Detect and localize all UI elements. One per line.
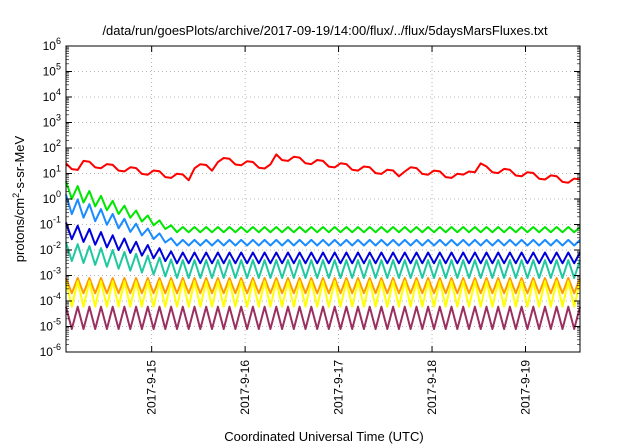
y-tick-label-base: 10 [43, 90, 57, 104]
y-tick-label-exponent: -4 [53, 291, 61, 301]
y-tick-label-exponent: 0 [56, 189, 61, 199]
y-tick-label: 106 [43, 36, 61, 53]
y-tick-label-exponent: 6 [56, 36, 61, 46]
y-tick-label-base: 10 [43, 141, 57, 155]
x-tick-label: 2017-9-17 [332, 360, 346, 415]
y-tick-label-exponent: 4 [56, 87, 61, 97]
y-tick-label-base: 10 [43, 116, 57, 130]
y-tick-label-base: 10 [40, 218, 54, 232]
y-tick-label: 10-2 [40, 240, 61, 257]
y-tick-label: 10-1 [40, 215, 61, 232]
x-tick-label: 2017-9-15 [145, 360, 159, 415]
y-tick-label-base: 10 [40, 320, 54, 334]
y-tick-label-base: 10 [43, 167, 57, 181]
x-axis: 2017-9-15 2017-9-16 2017-9-17 2017-9-18 2017… [145, 46, 532, 415]
y-axis-label-tail: -s-sr-MeV [12, 135, 27, 192]
y-tick-label-base: 10 [43, 65, 57, 79]
y-tick-label: 10-3 [40, 266, 61, 283]
chart-title: /data/run/goesPlots/archive/2017-09-19/1… [102, 23, 548, 38]
y-tick-label: 101 [43, 164, 61, 181]
y-tick-label: 10-5 [40, 317, 61, 334]
y-tick-label-base: 10 [40, 294, 54, 308]
y-tick-label: 10-6 [40, 342, 61, 359]
y-tick-label: 105 [43, 62, 61, 79]
y-tick-label-base: 10 [43, 39, 57, 53]
y-tick-label-exponent: -3 [53, 266, 61, 276]
x-tick-label: 2017-9-18 [425, 360, 439, 415]
y-tick-label: 10-4 [40, 291, 61, 308]
y-axis-label-superscript: 2 [11, 193, 21, 198]
series-group [65, 153, 581, 330]
y-tick-label-exponent: -6 [53, 342, 61, 352]
y-tick-label: 104 [43, 87, 61, 104]
x-tick-label: 2017-9-19 [518, 360, 532, 415]
y-tick-label-exponent: -5 [53, 317, 61, 327]
y-tick-label-exponent: 5 [56, 62, 61, 72]
series-line-1 [65, 153, 581, 184]
y-tick-label-base: 10 [40, 345, 54, 359]
y-tick-label: 103 [43, 113, 61, 130]
y-tick-label-exponent: -2 [53, 240, 61, 250]
y-tick-label: 102 [43, 138, 61, 155]
series-line-6 [65, 277, 581, 295]
y-tick-label-exponent: 3 [56, 113, 61, 123]
series-line-3 [65, 194, 581, 247]
y-tick-label-exponent: -1 [53, 215, 61, 225]
y-tick-label-exponent: 1 [56, 164, 61, 174]
series-line-4 [65, 222, 581, 265]
y-axis: 10-610-510-410-310-210-11001011021031041… [40, 36, 580, 359]
y-axis-label-base: protons/cm [12, 198, 27, 262]
series-line-7 [65, 280, 581, 308]
x-tick-label: 2017-9-16 [238, 360, 252, 415]
y-tick-label: 100 [43, 189, 61, 206]
series-line-8 [65, 305, 581, 330]
y-tick-label-base: 10 [40, 269, 54, 283]
series-line-5 [65, 242, 581, 279]
y-tick-label-base: 10 [43, 192, 57, 206]
series-line-2 [65, 180, 581, 234]
y-axis-label: protons/cm2-s-sr-MeV [11, 135, 27, 262]
x-axis-label: Coordinated Universal Time (UTC) [224, 429, 423, 444]
y-tick-label-exponent: 2 [56, 138, 61, 148]
y-tick-label-base: 10 [40, 243, 54, 257]
